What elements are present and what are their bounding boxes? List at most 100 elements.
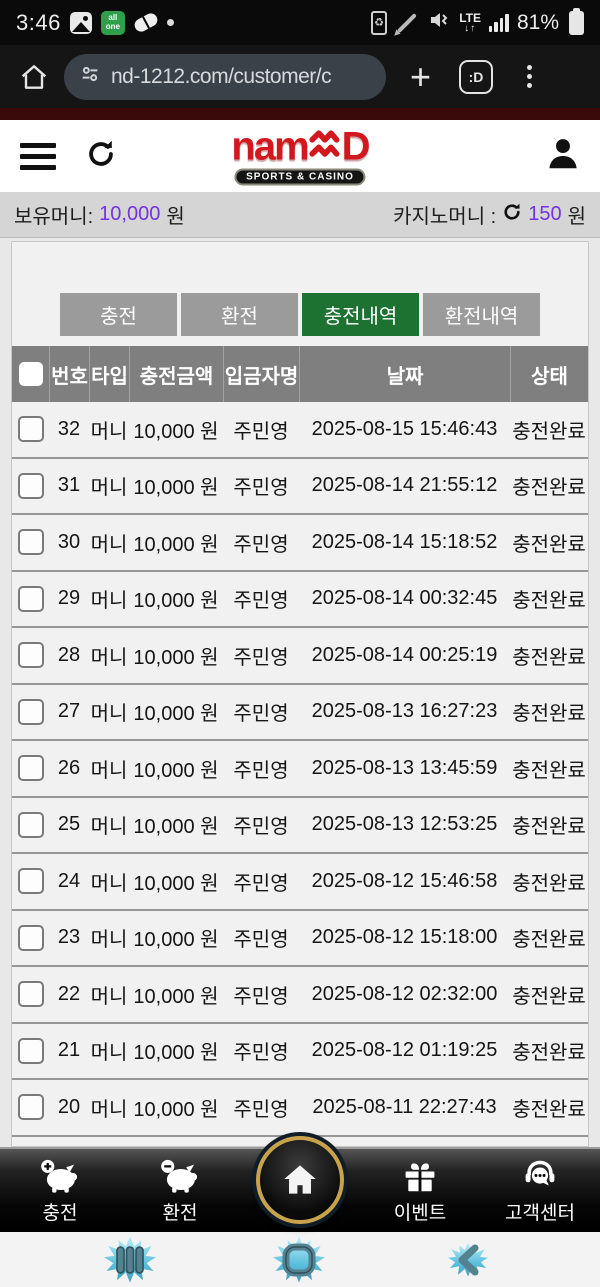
pencil-icon [397, 12, 418, 33]
site-logo[interactable]: nam D SPORTS & CASINO [231, 124, 371, 186]
table-row: 25 머니 10,000 원 주민영 2025-08-13 12:53:25 충… [12, 798, 588, 854]
content-area: 충전 환전 충전내역 환전내역 번호 타입 충전금액 입금자명 날짜 상태 32… [0, 239, 600, 1147]
site-header: nam D SPORTS & CASINO [0, 120, 600, 192]
row-checkbox[interactable] [17, 416, 44, 443]
cell-amount: 10,000 원 [133, 533, 219, 556]
header-depositor: 입금자명 [223, 346, 299, 402]
lte-arrows: ↓↑ [464, 22, 477, 34]
cell-depositor: 주민영 [233, 985, 289, 1008]
cell-status: 충전완료 [512, 1098, 586, 1121]
cell-date: 2025-08-15 15:46:43 [311, 417, 498, 440]
row-checkbox[interactable] [17, 924, 44, 951]
account-button[interactable] [544, 135, 582, 178]
header-date: 날짜 [299, 346, 510, 402]
tab-charge-history[interactable]: 충전내역 [302, 293, 419, 336]
cell-date: 2025-08-11 22:27:43 [312, 1095, 497, 1118]
table-row: 26 머니 10,000 원 주민영 2025-08-13 13:45:59 충… [12, 741, 588, 798]
row-checkbox[interactable] [17, 698, 44, 725]
row-checkbox[interactable] [17, 585, 44, 612]
history-card: 충전 환전 충전내역 환전내역 번호 타입 충전금액 입금자명 날짜 상태 32… [11, 241, 589, 1147]
cell-type: 머니 [90, 646, 128, 669]
allone-app-icon-text2: one [105, 21, 120, 31]
cell-type: 머니 [90, 872, 128, 895]
nav-event[interactable]: 이벤트 [360, 1149, 480, 1232]
cell-no: 31 [57, 474, 81, 497]
new-tab-button[interactable]: + [410, 55, 432, 97]
cell-type: 머니 [90, 1042, 128, 1065]
cell-depositor: 주민영 [233, 590, 289, 613]
cell-type: 머니 [90, 703, 128, 726]
own-money-amount: 10,000 [99, 203, 161, 225]
cell-amount: 10,000 원 [133, 759, 219, 782]
cell-date: 2025-08-12 02:32:00 [311, 982, 498, 1005]
cell-type: 머니 [90, 590, 128, 613]
row-checkbox[interactable] [17, 529, 44, 556]
nav-exchange[interactable]: 환전 [120, 1149, 240, 1232]
cell-status: 충전완료 [512, 816, 586, 839]
url-bar[interactable]: nd-1212.com/customer/c [64, 53, 386, 100]
cell-amount: 10,000 원 [133, 1098, 219, 1121]
cell-type: 머니 [90, 1098, 128, 1121]
tab-switcher-button[interactable]: :D [459, 59, 494, 94]
nav-charge[interactable]: 충전 [0, 1149, 120, 1232]
refresh-button[interactable] [84, 137, 118, 176]
cell-amount: 10,000 원 [133, 477, 219, 500]
cell-date: 2025-08-14 15:18:52 [311, 530, 498, 553]
pill-icon [132, 11, 160, 34]
row-checkbox[interactable] [17, 472, 44, 499]
tab-charge[interactable]: 충전 [60, 293, 177, 336]
android-nav-bar [0, 1232, 600, 1287]
home-button-android[interactable] [271, 1235, 327, 1285]
tab-buttons: 충전 환전 충전내역 환전내역 [12, 293, 588, 336]
cell-amount: 10,000 원 [133, 646, 219, 669]
nav-cs[interactable]: 고객센터 [480, 1149, 600, 1232]
cell-status: 충전완료 [512, 872, 586, 895]
table-row: 22 머니 10,000 원 주민영 2025-08-12 02:32:00 충… [12, 967, 588, 1024]
browser-menu-button[interactable] [523, 61, 536, 92]
browser-home-button[interactable] [18, 61, 50, 93]
nav-charge-label: 충전 [42, 1203, 78, 1224]
header-type: 타입 [89, 346, 129, 402]
own-money-unit: 원 [166, 206, 185, 228]
table-row: 20 머니 10,000 원 주민영 2025-08-11 22:27:43 충… [12, 1080, 588, 1137]
cell-date: 2025-08-14 00:25:19 [311, 643, 498, 666]
tab-exchange-history[interactable]: 환전내역 [423, 293, 540, 336]
hamburger-menu-button[interactable] [18, 141, 58, 172]
row-checkbox[interactable] [17, 1037, 44, 1064]
row-checkbox[interactable] [17, 868, 44, 895]
row-checkbox[interactable] [17, 642, 44, 669]
logo-text-right: D [341, 124, 371, 169]
row-checkbox[interactable] [17, 981, 44, 1008]
header-no: 번호 [49, 346, 89, 402]
row-checkbox[interactable] [17, 755, 44, 782]
cell-type: 머니 [90, 759, 128, 782]
nav-exchange-label: 환전 [162, 1203, 198, 1224]
row-checkbox[interactable] [17, 811, 44, 838]
select-all-checkbox[interactable] [18, 362, 43, 386]
lte-icon: LTE ↓↑ [459, 12, 481, 34]
home-button[interactable] [256, 1136, 344, 1224]
casino-refresh-icon[interactable] [502, 202, 522, 228]
deposit-table: 번호 타입 충전금액 입금자명 날짜 상태 32 머니 10,000 원 주민영… [12, 346, 588, 1137]
back-button[interactable] [440, 1235, 496, 1285]
casino-money-amount: 150 [528, 203, 562, 225]
cell-status: 충전완료 [512, 703, 586, 726]
cell-date: 2025-08-14 00:32:45 [311, 587, 498, 610]
row-checkbox[interactable] [17, 1094, 44, 1121]
cell-no: 32 [57, 417, 81, 440]
tab-exchange[interactable]: 환전 [181, 293, 298, 336]
site-top-strip [0, 108, 600, 120]
cell-type: 머니 [90, 477, 128, 500]
cell-no: 28 [57, 643, 81, 666]
cell-depositor: 주민영 [233, 1098, 289, 1121]
recents-button[interactable] [102, 1235, 158, 1285]
cell-date: 2025-08-12 15:18:00 [311, 926, 498, 949]
logo-zigzag-glyph [309, 129, 341, 165]
cell-date: 2025-08-13 16:27:23 [311, 700, 498, 723]
cell-depositor: 주민영 [233, 533, 289, 556]
cell-no: 24 [57, 869, 81, 892]
cell-date: 2025-08-12 01:19:25 [311, 1039, 498, 1062]
cell-status: 충전완료 [512, 646, 586, 669]
allone-app-icon: all one [100, 10, 125, 35]
cell-amount: 10,000 원 [133, 929, 219, 952]
